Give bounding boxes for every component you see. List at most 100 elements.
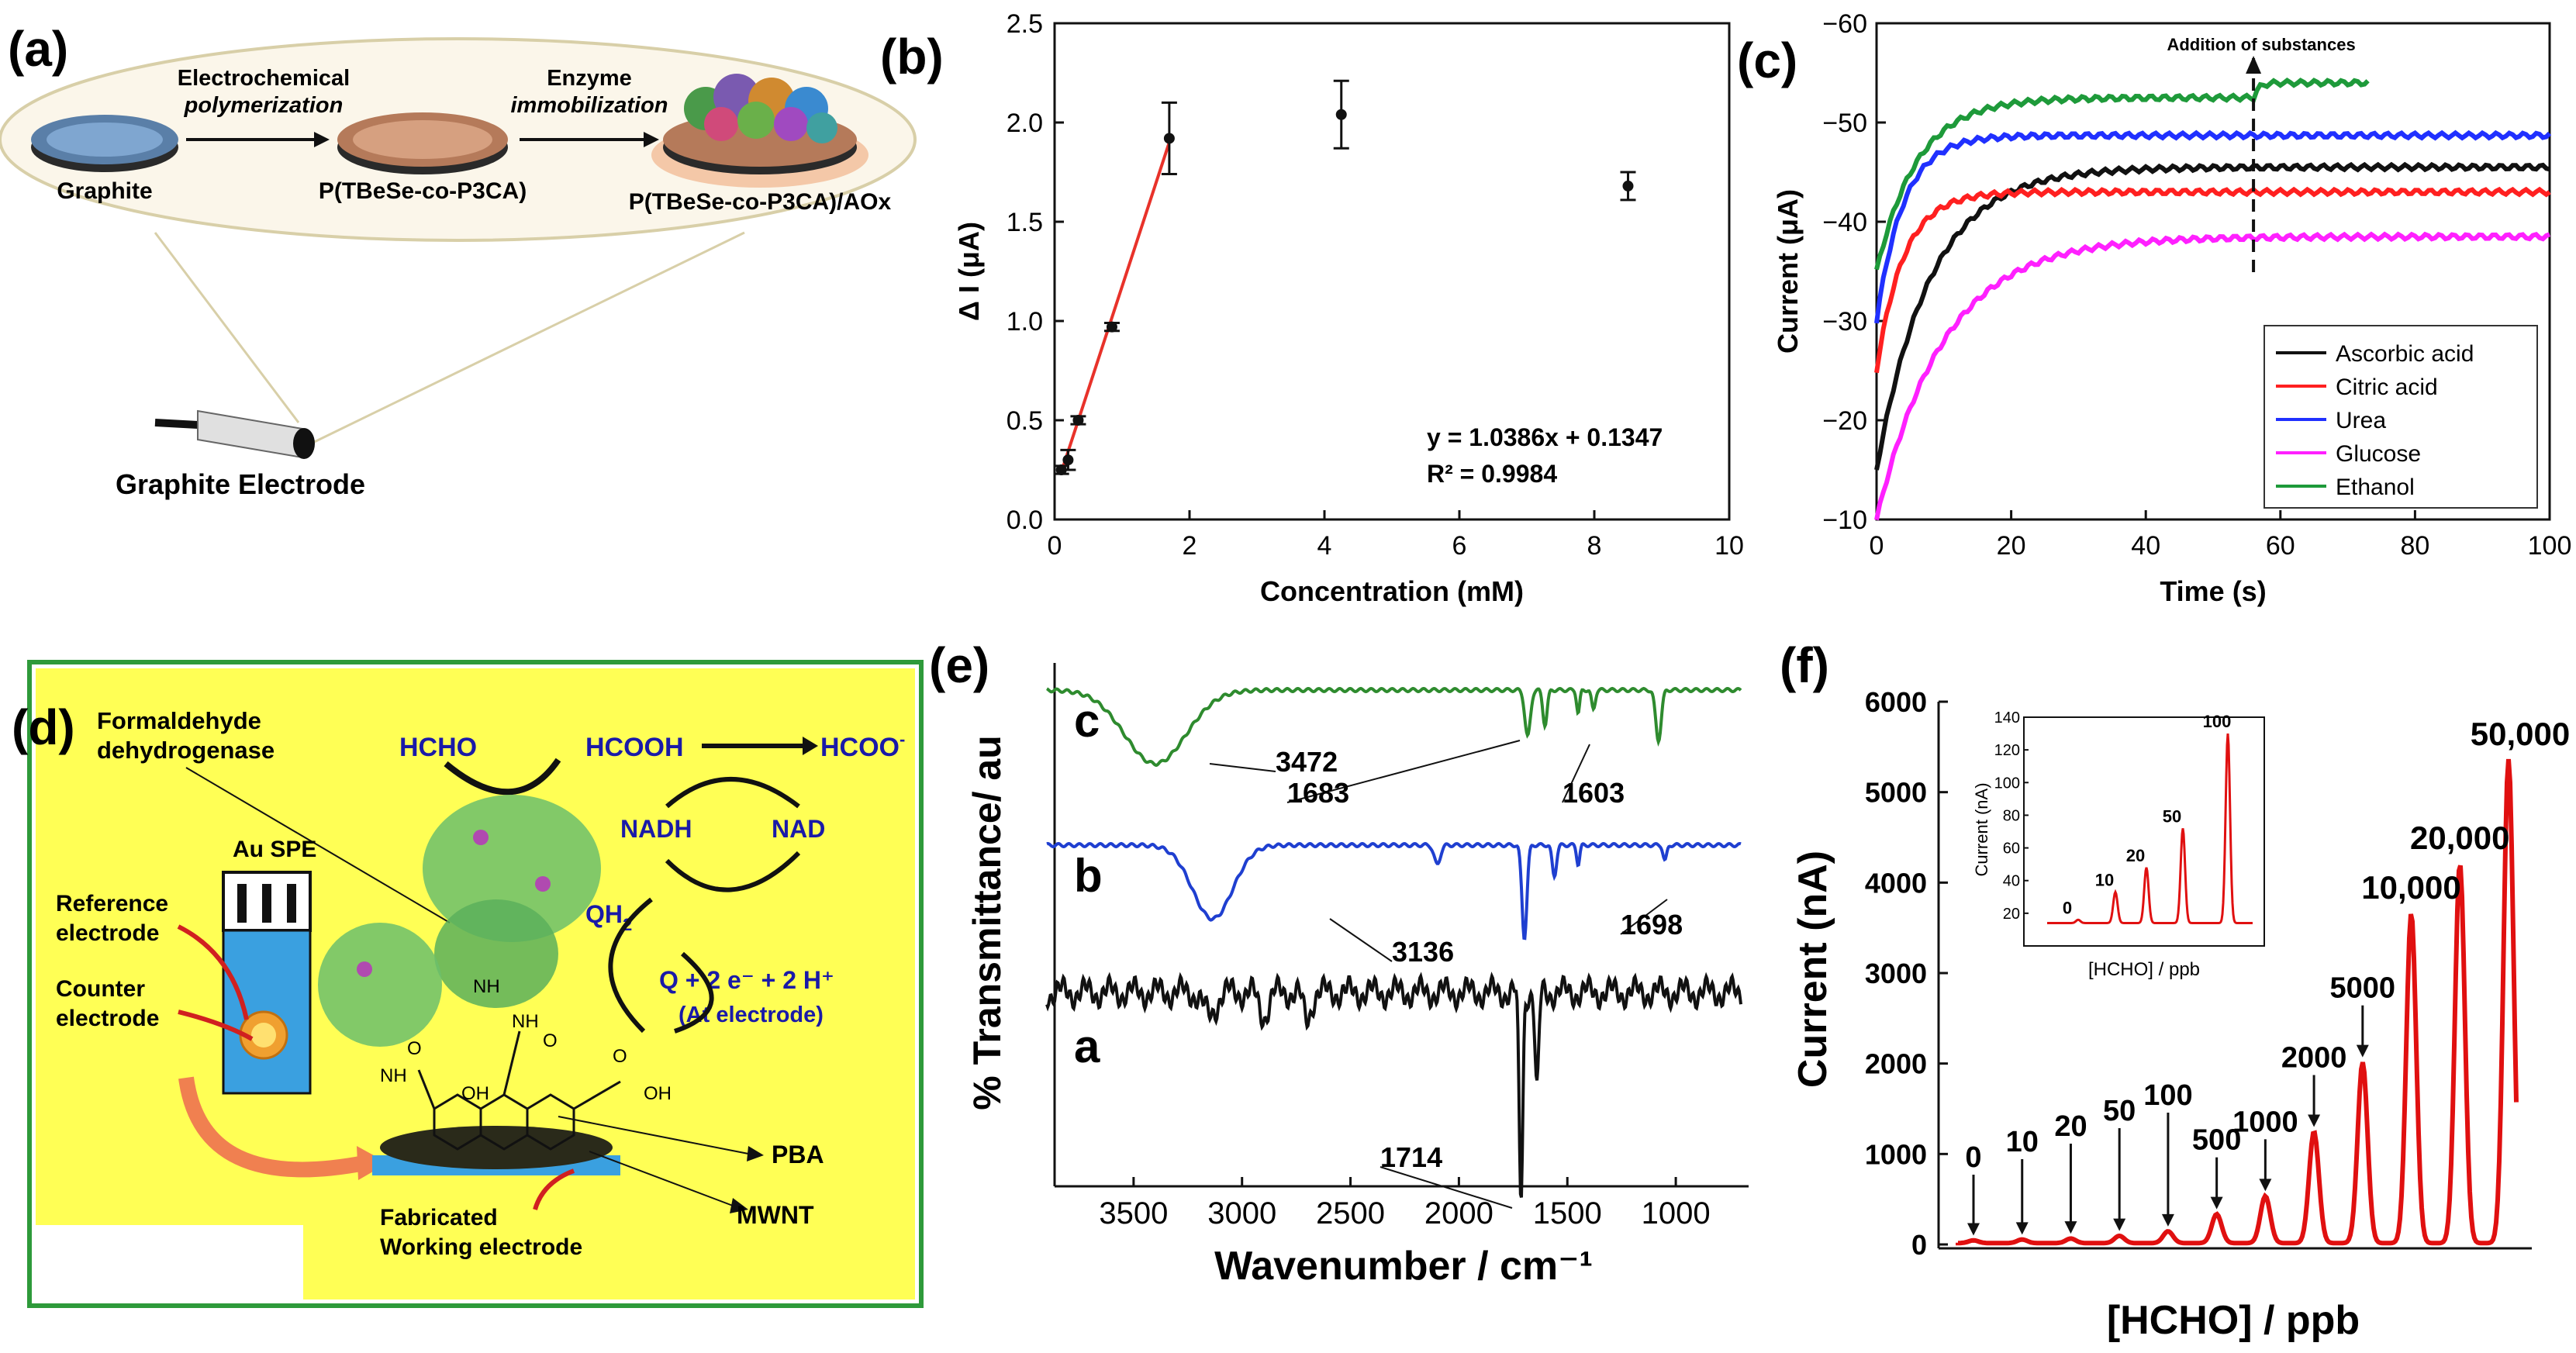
y-tick-label: 6000: [1865, 686, 1927, 718]
mwnt-pointer: [589, 1151, 734, 1206]
hcoo-arrowhead: [803, 737, 818, 755]
y-tick-label: 2.5: [1007, 9, 1043, 39]
nad-cycle-bottom: [665, 851, 801, 892]
y-tick-label: −40: [1822, 208, 1867, 237]
y-tick-label: −60: [1822, 9, 1867, 39]
oh-label-1: OH: [461, 1083, 489, 1104]
pba-structure: [417, 1030, 621, 1151]
step1b-label: polymerization: [184, 93, 344, 118]
inset-y-tick-label: 60: [2003, 840, 2020, 858]
inset-y-tick-label: 140: [1994, 709, 2020, 727]
peak-label: 0: [1965, 1141, 1981, 1174]
x-tick-label: 1000: [1642, 1196, 1711, 1230]
addition-annotation: Addition of substances: [2167, 35, 2355, 54]
data-points: [1053, 79, 1636, 475]
inset-chart: 20 40 60 80 100 120 140 0 10 20 50 100 [HCHO] / ppb C…: [1972, 709, 2265, 980]
x-tick-label: 0: [1870, 531, 1884, 561]
working-label-2: Working electrode: [380, 1234, 582, 1260]
current-trace: [1956, 758, 2519, 1246]
working-label: Fabricated: [380, 1205, 498, 1230]
inset-peak-label: 10: [2095, 870, 2114, 889]
y-tick-label: −30: [1822, 307, 1867, 337]
spectrum-line: [1046, 686, 1742, 768]
y-axis-label: Δ I (μA): [953, 222, 985, 321]
x-tick-label: 2500: [1316, 1196, 1385, 1230]
inset-y-label: Current (nA): [1972, 782, 1991, 876]
spectrum-label: c: [1074, 695, 1100, 747]
y-tick-label: −50: [1822, 109, 1867, 138]
y-tick-label: 5000: [1865, 777, 1927, 809]
nh-label-3: NH: [512, 1011, 539, 1032]
series-line: [1874, 231, 2551, 521]
panel-c-chart: (c) 0 20 40 60 80 100 −10 −20 −30 −40 −50 −60 Addit…: [1737, 9, 2571, 607]
x-tick-label: 2000: [1424, 1196, 1493, 1230]
hcho-label: HCHO: [399, 733, 477, 762]
panel-a: (a) Graphite Electrochemical polymerizat…: [0, 21, 917, 500]
x-tick-label: 10: [1714, 531, 1744, 561]
nad-label: NAD: [772, 815, 825, 843]
series-line: [1874, 186, 2551, 374]
q-cycle-right: [674, 951, 714, 1034]
peak-arrowhead: [2161, 1213, 2174, 1227]
y-tick-label: 0: [1911, 1229, 1927, 1261]
panel-f-label: (f): [1780, 637, 1829, 693]
y-tick-label: 2.0: [1007, 109, 1043, 138]
mwnt-label: MWNT: [737, 1201, 814, 1229]
spectrum-label: b: [1074, 850, 1103, 902]
legend-label: Ethanol: [2336, 475, 2415, 500]
spe-working-spot: [251, 1023, 276, 1048]
series-line: [1874, 129, 2552, 324]
reaction-label: Q + 2 e⁻ + 2 H⁺: [659, 966, 834, 994]
peak-label: 1698: [1621, 909, 1683, 941]
peak-label: 100: [2143, 1079, 2192, 1112]
y-tick-label: 4000: [1865, 867, 1927, 899]
hcooh-label: HCOOH: [585, 733, 684, 762]
o-label-2: O: [543, 1030, 558, 1051]
peak-arrowhead: [2113, 1218, 2126, 1231]
hcoo-label: HCOO-: [820, 730, 905, 762]
working-arrow: [533, 1168, 575, 1210]
x-tick-label: 0: [1048, 531, 1062, 561]
mwnt-layer: [380, 1126, 613, 1169]
peak-label: 50,000: [2471, 716, 2570, 752]
zoom-line-left: [154, 232, 300, 423]
peak-label: 500: [2192, 1124, 2241, 1157]
peak-pointer: [1380, 1166, 1513, 1209]
spectrum-line: [1046, 841, 1742, 941]
q-cycle-left: [608, 897, 653, 1034]
reference-label: Reference: [56, 891, 168, 916]
x-tick-label: 80: [2400, 531, 2429, 561]
peak-arrowhead: [2356, 1044, 2369, 1058]
inset-peak-label: 20: [2126, 846, 2145, 865]
x-tick-label: 6: [1452, 531, 1467, 561]
tick-group: 0 2 4 6 8 10 0.0 0.5 1.0 1.5 2.0 2.5: [1007, 9, 1744, 561]
x-tick-label: 20: [1997, 531, 2026, 561]
peak-arrowhead: [2259, 1179, 2272, 1192]
y-tick-label: 2000: [1865, 1048, 1927, 1080]
inset-y-tick-label: 40: [2003, 873, 2020, 890]
y-tick-label: 1.0: [1007, 307, 1043, 337]
peak-label: 20: [2054, 1110, 2087, 1143]
panel-e-chart: (e) 3500 3000 2500 2000 1500 1000 c b a 34721683…: [929, 637, 1749, 1289]
inset-peak-label: 0: [2063, 898, 2072, 917]
nadh-label: NADH: [620, 815, 692, 843]
x-axis-label: [HCHO] / ppb: [2107, 1298, 2360, 1343]
data-point: [1072, 415, 1084, 426]
x-tick-label: 3000: [1207, 1196, 1276, 1230]
spectra-lines: [1045, 686, 1742, 1198]
peak-label: 2000: [2281, 1042, 2347, 1075]
tick-group: 3500 3000 2500 2000 1500 1000: [1099, 1177, 1711, 1230]
enzyme-structure: [318, 795, 601, 1047]
x-axis-label: Time (s): [2160, 575, 2266, 607]
plot-frame: [1875, 22, 2551, 521]
fit-r2: R² = 0.9984: [1427, 460, 1557, 488]
tick-group: 0 1000 2000 3000 4000 5000 6000: [1865, 686, 1948, 1261]
au-spe-label: Au SPE: [233, 837, 316, 862]
zoom-line-right: [306, 231, 745, 447]
y-tick-label: 1.5: [1007, 208, 1043, 237]
enzyme-label: Formaldehyde: [97, 707, 261, 734]
panel-b-label: (b): [880, 29, 944, 85]
enzyme-pointer: [185, 767, 451, 923]
